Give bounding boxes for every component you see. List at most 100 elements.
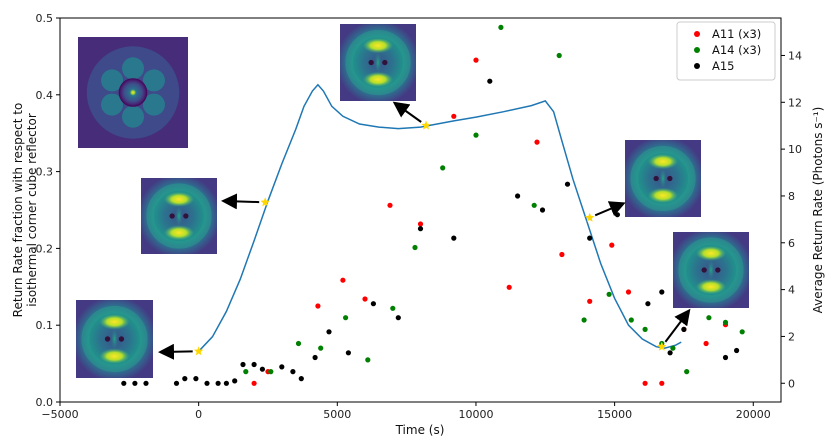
left-y-tick-label: 0.4	[36, 89, 54, 102]
data-point	[251, 380, 257, 386]
data-point	[298, 376, 304, 382]
inset-ring	[678, 237, 744, 303]
x-tick-label: 20000	[736, 408, 771, 421]
left-y-tick-label: 0.2	[36, 242, 54, 255]
data-point	[473, 57, 479, 63]
left-axis-label-line1: Return Rate fraction with respect to	[11, 103, 25, 318]
data-point	[279, 364, 285, 370]
data-point	[587, 235, 593, 241]
data-point	[121, 380, 127, 386]
data-point	[722, 354, 729, 361]
data-point	[703, 340, 709, 347]
data-point	[531, 202, 537, 208]
data-point	[722, 319, 729, 325]
inset-dark-dot	[169, 213, 175, 219]
inset-image-t2400	[141, 178, 217, 254]
left-y-tick-label: 0.0	[36, 396, 54, 409]
inset-top-bar	[695, 245, 727, 261]
series-a14	[243, 24, 745, 375]
right-y-tick-label: 6	[788, 237, 795, 250]
inset-dark-dot	[715, 267, 721, 273]
data-point	[417, 226, 424, 232]
data-point	[614, 212, 621, 218]
inset-bottom-bar	[99, 348, 130, 364]
pointer-arrow	[158, 343, 193, 360]
inset-ring	[146, 183, 212, 249]
inset-images-layer	[76, 24, 749, 378]
data-point	[506, 284, 512, 290]
legend-marker-a14	[694, 47, 700, 53]
data-point	[642, 326, 648, 332]
inset-image-t16700	[673, 232, 749, 308]
data-point	[417, 221, 424, 227]
inset-bottom-bar	[647, 187, 679, 204]
inset-image-t14100	[625, 140, 701, 217]
data-point	[451, 113, 457, 119]
data-point	[223, 380, 229, 386]
right-axis-label-text: Average Return Rate (Photons s⁻¹)	[811, 107, 825, 314]
inset-dark-dot	[104, 336, 111, 342]
inset-top-bar	[163, 191, 195, 207]
data-point	[556, 52, 562, 59]
data-point	[498, 24, 504, 30]
data-point	[539, 207, 546, 213]
data-point	[684, 369, 690, 375]
x-tick-label: 5000	[323, 408, 351, 421]
legend-marker-a15	[694, 63, 700, 69]
data-point	[259, 366, 265, 372]
data-point	[290, 369, 296, 375]
inset-image-t0	[76, 300, 153, 378]
inset-lobe	[101, 93, 124, 116]
data-point	[132, 380, 138, 386]
left-y-tick-label: 0.1	[36, 319, 54, 332]
inset-dark-dot	[701, 267, 707, 273]
data-point	[232, 378, 238, 384]
data-point	[625, 289, 632, 295]
inset-lobe	[122, 57, 144, 80]
data-point	[559, 251, 565, 258]
right-y-tick-label: 8	[788, 190, 795, 203]
data-point	[370, 301, 376, 307]
data-point	[606, 291, 612, 297]
axes-layer: −5000 0 5000 10000 15000 20000 0.0 0.1 0.2 0.3 0.4…	[36, 12, 803, 421]
x-tick-label: −5000	[41, 408, 78, 421]
right-y-tick-label: 12	[788, 96, 802, 109]
data-point	[312, 354, 318, 361]
left-y-tick-label: 0.5	[36, 12, 54, 25]
inset-ring	[630, 145, 696, 212]
data-point	[345, 350, 351, 356]
left-y-tick-label: 0.3	[36, 166, 54, 179]
arrows-layer	[158, 101, 691, 360]
inset-core	[118, 78, 148, 107]
data-point	[628, 317, 634, 323]
data-point	[681, 326, 687, 332]
pointer-arrow	[594, 201, 626, 217]
star-markers-layer	[193, 120, 667, 356]
inset-image-top-left	[78, 37, 188, 148]
data-point	[318, 345, 324, 351]
star-marker	[193, 346, 204, 356]
right-axis-label: Average Return Rate (Photons s⁻¹)	[811, 107, 825, 314]
data-point	[734, 347, 740, 354]
data-point	[534, 139, 540, 145]
data-point	[387, 202, 393, 208]
legend-label-a15: A15	[712, 59, 735, 73]
inset-lobe	[122, 105, 144, 128]
data-point	[315, 303, 321, 309]
pointer-arrow	[392, 101, 422, 123]
data-point	[215, 380, 221, 386]
x-tick-label: 0	[195, 408, 202, 421]
data-point	[667, 350, 673, 356]
data-point	[670, 345, 676, 351]
star-marker	[657, 341, 667, 351]
inset-dark-dot	[118, 336, 125, 342]
left-axis-label-line2: isothermal corner cube reflector	[25, 113, 39, 307]
inset-lobe	[142, 93, 165, 116]
legend-label-a11: A11 (x3)	[712, 27, 761, 41]
pointer-arrow	[664, 308, 691, 343]
legend-marker-a11	[694, 31, 700, 37]
right-y-tick-label: 4	[788, 284, 795, 297]
data-point	[173, 380, 180, 386]
right-y-tick-label: 2	[788, 330, 795, 343]
